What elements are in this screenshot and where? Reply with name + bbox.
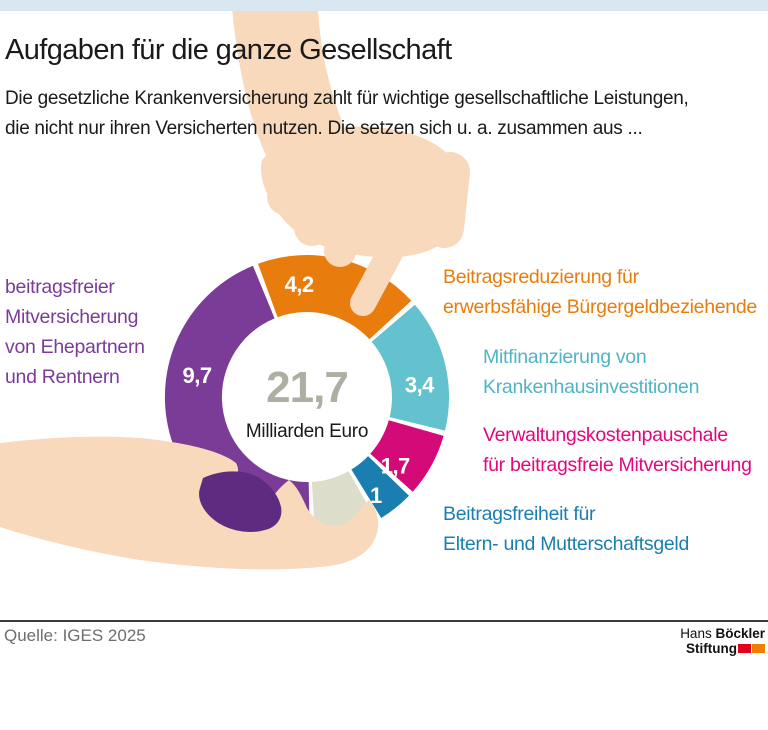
- logo-red-square: [738, 644, 751, 653]
- cupping-hand-shape: [0, 436, 379, 570]
- label-line: Beitragsfreiheit für: [443, 503, 596, 525]
- curled-finger-knuckle: [267, 179, 303, 215]
- curled-finger-knuckle: [294, 210, 330, 246]
- label-line: beitragsfreier: [5, 276, 115, 298]
- logo-word-boeckler: Böckler: [715, 626, 765, 641]
- top-accent-strip: [0, 0, 768, 11]
- page-title: Aufgaben für die ganze Gesellschaft: [5, 34, 452, 66]
- curled-finger-knuckle: [324, 235, 356, 267]
- label-krankenhausinvestitionen: Mitfinanzierung von Krankenhausinvestiti…: [483, 342, 699, 402]
- label-line: Mitfinanzierung von: [483, 346, 647, 368]
- label-line: Beitragsreduzierung für: [443, 266, 639, 288]
- label-line: von Ehepartnern: [5, 336, 145, 358]
- footer-divider: [0, 620, 768, 622]
- donut-segment-2: [370, 420, 444, 492]
- label-line: erwerbsfähige Bürgergeldbeziehende: [443, 296, 757, 318]
- little-finger: [424, 152, 470, 248]
- label-line: Krankenhausinvestitionen: [483, 376, 700, 398]
- donut-center-text: 21,7 Milliarden Euro: [246, 363, 369, 442]
- logo-word-hans: Hans: [680, 626, 712, 641]
- subtitle-line: die nicht nur ihren Versicherten nutzen.…: [5, 118, 643, 139]
- logo-orange-square: [752, 644, 765, 653]
- cupping-hand-illustration: [0, 436, 379, 570]
- label-line: Verwaltungskostenpauschale: [483, 424, 728, 446]
- segment-value-label: 9,7: [183, 363, 212, 388]
- hans-boeckler-stiftung-logo: Hans Böckler Stiftung: [680, 626, 765, 656]
- label-line: Eltern- und Mutterschaftsgeld: [443, 533, 690, 555]
- donut-total-value: 21,7: [266, 363, 348, 412]
- index-finger: [350, 199, 425, 316]
- label-line: für beitragsfreie Mitversicherung: [483, 454, 752, 476]
- subtitle-line: Die gesetzliche Krankenversicherung zahl…: [5, 88, 689, 109]
- label-beitragsreduzierung: Beitragsreduzierung für erwerbsfähige Bü…: [443, 262, 757, 322]
- label-beitragsfreie-mitversicherung: beitragsfreier Mitversicherung von Ehepa…: [5, 272, 145, 392]
- source-note: Quelle: IGES 2025: [4, 626, 146, 645]
- logo-line2: Stiftung: [680, 641, 765, 656]
- segment-value-label: 1: [370, 483, 382, 508]
- label-line: und Rentnern: [5, 366, 120, 388]
- donut-total-unit: Milliarden Euro: [246, 421, 368, 442]
- pointing-arm-shape: [232, 8, 350, 160]
- donut-value-labels: 4,2 3,4 1,7 1 9,7: [183, 272, 436, 508]
- logo-word-stiftung: Stiftung: [686, 641, 737, 656]
- logo-line1: Hans Böckler: [680, 626, 765, 641]
- segment-value-label: 3,4: [405, 373, 435, 398]
- donut-shadow-under-thumb: [199, 471, 282, 532]
- donut-segment-3: [351, 456, 409, 518]
- segment-value-label: 1,7: [381, 453, 410, 478]
- pointing-hand-illustration: [232, 8, 470, 316]
- donut-segment-1: [371, 304, 450, 431]
- label-line: Mitversicherung: [5, 306, 139, 328]
- label-verwaltungskostenpauschale: Verwaltungskostenpauschale für beitragsf…: [483, 420, 752, 480]
- label-eltern-mutterschaftsgeld: Beitragsfreiheit für Eltern- und Mutters…: [443, 499, 689, 559]
- page-subtitle: Die gesetzliche Krankenversicherung zahl…: [5, 84, 689, 144]
- segment-value-label: 4,2: [285, 272, 314, 297]
